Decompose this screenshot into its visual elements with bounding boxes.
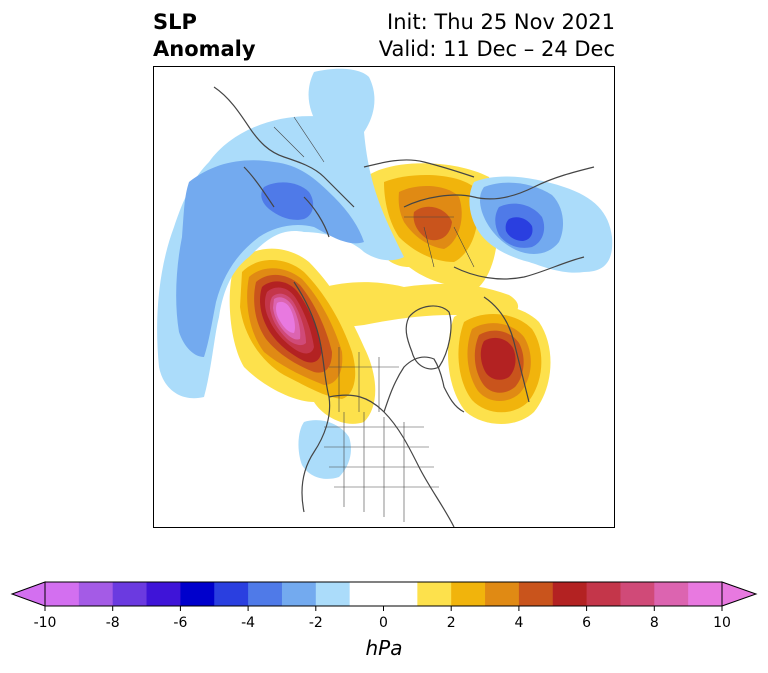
colorbar-ticks: -10 -8 -6 -4 -2 0 2 4 6 8 10 (34, 606, 731, 631)
init-date: Init: Thu 25 Nov 2021 (387, 10, 615, 34)
colorbar-tick-label: -8 (106, 615, 120, 631)
pacific-ridge-magenta (276, 301, 295, 333)
anomaly-map (157, 68, 613, 527)
colorbar-cell (451, 582, 486, 606)
colorbar-cell (383, 582, 418, 606)
asia-coast (403, 166, 595, 280)
colorbar-cell (586, 582, 621, 606)
colorbar-cell (349, 582, 384, 606)
eurasia-trough-mid (176, 160, 364, 357)
coastlines (213, 86, 595, 527)
colorbar-cell (248, 582, 283, 606)
colorbar-tick-label: 2 (447, 615, 456, 631)
colorbar-cell (654, 582, 689, 606)
colorbar-cell (552, 582, 588, 606)
colorbar-cell (78, 582, 114, 606)
map-panel (153, 66, 615, 528)
colorbar-cell (180, 582, 215, 606)
colorbar: -10 -8 -6 -4 -2 0 2 4 6 8 10 (10, 581, 758, 631)
canada-province-borders (329, 347, 399, 412)
colorbar-tick-label: -10 (34, 615, 57, 631)
colorbar-tick-label: 10 (713, 615, 731, 631)
colorbar-cell (315, 582, 351, 606)
colorbar-tick-label: -4 (241, 615, 255, 631)
atlantic-high-red (480, 337, 516, 380)
colorbar-cell (620, 582, 655, 606)
us-state-borders (324, 412, 439, 522)
eurasia-trough-blue (261, 182, 314, 220)
colorbar-cell (45, 582, 80, 606)
negative-anomaly-fields (157, 68, 613, 479)
colorbar-cell (112, 582, 148, 606)
map-title: SLP Anomaly (153, 9, 256, 63)
alaska-coast (483, 296, 530, 403)
colorbar-min-extension (10, 581, 46, 607)
colorbar-tick-label: 6 (582, 615, 591, 631)
colorbar-cell (485, 582, 520, 606)
colorbar-unit: hPa (365, 636, 403, 660)
us-southwest-light (298, 420, 351, 479)
colorbar-max-extension (721, 581, 758, 607)
colorbar-cell (688, 582, 723, 606)
map-dates: Init: Thu 25 Nov 2021 Valid: 11 Dec – 24… (379, 9, 615, 63)
colorbar-tick-label: 4 (514, 615, 523, 631)
colorbar-tick-label: -2 (309, 615, 323, 631)
europe-coast (213, 86, 355, 238)
title-variable: SLP (153, 10, 197, 34)
arctic-ridge-dark-orange (413, 206, 452, 241)
colorbar-tick-label: 0 (379, 615, 388, 631)
russia-arctic-coast (363, 159, 475, 178)
colorbar-cells (10, 581, 758, 607)
siberia-trough-dark-blue (505, 217, 533, 241)
title-variable-type: Anomaly (153, 37, 256, 61)
eurasia-borders (273, 116, 475, 268)
colorbar-cell (417, 582, 452, 606)
colorbar-tick-label: -6 (173, 615, 187, 631)
political-borders (273, 116, 475, 522)
colorbar-cell (146, 582, 181, 606)
north-america-coast (293, 281, 465, 527)
colorbar-cell (281, 582, 317, 606)
greenland-coast (405, 305, 452, 370)
valid-period: Valid: 11 Dec – 24 Dec (378, 37, 615, 61)
north-atlantic-light (308, 68, 375, 136)
positive-anomaly-fields (229, 163, 551, 425)
colorbar-tick-label: 8 (650, 615, 659, 631)
colorbar-cell (214, 582, 249, 606)
colorbar-cell (518, 582, 554, 606)
